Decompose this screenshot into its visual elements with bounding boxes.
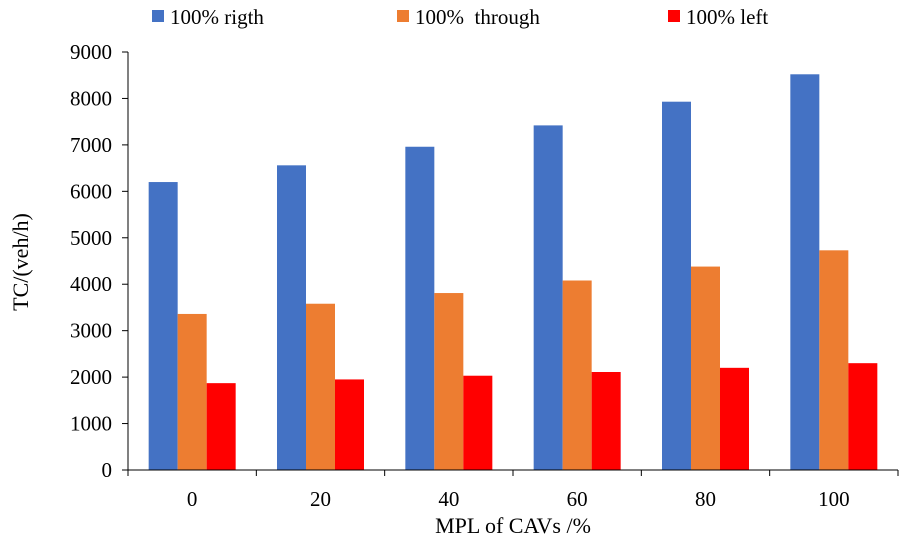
y-tick-label: 8000 [70,86,112,110]
y-tick-label: 1000 [70,412,112,436]
x-tick-label: 100 [818,487,850,511]
bar-series-1-cat-0 [148,182,178,471]
legend-swatch-2 [397,10,409,22]
bars [148,74,878,471]
y-tick-label: 0 [102,458,113,482]
bar-series-1-cat-60 [533,125,563,470]
bar-series-1-cat-20 [277,165,306,470]
legend-label-3: 100% left [686,5,768,29]
x-tick-label: 20 [310,487,331,511]
y-tick-label: 3000 [70,319,112,343]
bar-series-2-cat-100 [819,250,849,470]
bar-series-2-cat-60 [562,280,592,470]
bar-series-3-cat-0 [206,383,236,470]
y-tick-label: 5000 [70,226,112,250]
y-tick-label: 7000 [70,133,112,157]
y-tick-label: 4000 [70,272,112,296]
y-axis-title: TC/(veh/h) [8,213,33,311]
x-tick-label: 0 [187,487,198,511]
bar-series-3-cat-100 [848,363,878,470]
x-tick-label: 80 [695,487,716,511]
bar-series-3-cat-20 [335,379,364,470]
y-tick-label: 2000 [70,365,112,389]
x-tick-label: 60 [567,487,588,511]
legend-swatch-1 [152,10,164,22]
bar-series-1-cat-40 [405,146,435,470]
bar-series-2-cat-20 [306,303,335,470]
y-axis: 0 1000 2000 3000 4000 5000 6000 7000 8000 9000 [70,40,129,482]
x-axis: 0 20 40 60 80 100 [127,469,899,511]
bar-series-3-cat-40 [463,375,493,470]
bar-series-3-cat-80 [720,367,749,470]
bar-series-2-cat-80 [691,266,720,470]
bar-series-1-cat-100 [790,74,820,470]
legend-swatch-3 [668,10,680,22]
bar-series-2-cat-40 [434,293,464,470]
x-axis-title: MPL of CAVs /% [435,513,591,538]
y-tick-label: 6000 [70,179,112,203]
bar-series-1-cat-80 [662,101,691,470]
y-tick-label: 9000 [70,40,112,64]
legend: 100% rigth 100% through 100% left [152,5,768,29]
x-tick-label: 40 [438,487,459,511]
legend-label-2: 100% through [415,5,540,29]
bar-series-2-cat-0 [177,313,207,470]
bar-series-3-cat-60 [591,372,621,470]
legend-label-1: 100% rigth [170,5,264,29]
